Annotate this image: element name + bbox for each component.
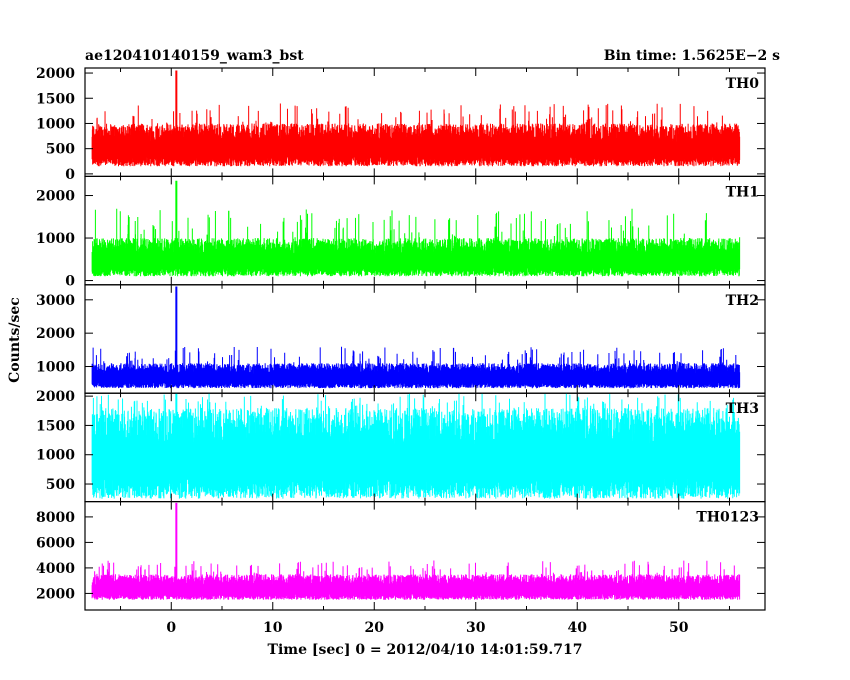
y-tick-label: 2000 bbox=[36, 389, 75, 405]
y-tick-label: 500 bbox=[46, 142, 75, 158]
y-tick-label: 1500 bbox=[36, 418, 75, 434]
y-tick-label: 2000 bbox=[36, 586, 75, 602]
x-tick-label: 0 bbox=[166, 620, 176, 636]
y-tick-label: 0 bbox=[65, 274, 75, 290]
x-axis-label: Time [sec] 0 = 2012/04/10 14:01:59.717 bbox=[268, 642, 583, 658]
panel-label-th3: TH3 bbox=[726, 401, 759, 417]
y-tick-label: 0 bbox=[65, 167, 75, 183]
y-tick-label: 1000 bbox=[36, 448, 75, 464]
series-trace-th1 bbox=[91, 180, 741, 277]
x-tick-label: 30 bbox=[466, 620, 486, 636]
chart-title: ae120410140159_wam3_bst bbox=[85, 48, 304, 64]
y-tick-label: 2000 bbox=[36, 189, 75, 205]
y-tick-label: 8000 bbox=[36, 510, 75, 526]
y-axis-label: Counts/sec bbox=[7, 297, 23, 383]
y-tick-label: 2000 bbox=[36, 66, 75, 82]
y-tick-label: 4000 bbox=[36, 561, 75, 577]
panel-label-th0123: TH0123 bbox=[696, 510, 759, 526]
y-tick-label: 6000 bbox=[36, 535, 75, 551]
y-tick-label: 500 bbox=[46, 477, 75, 493]
x-tick-label: 40 bbox=[567, 620, 587, 636]
y-tick-label: 1000 bbox=[36, 231, 75, 247]
y-tick-label: 1000 bbox=[36, 360, 75, 376]
y-tick-label: 1000 bbox=[36, 116, 75, 132]
panel-label-th2: TH2 bbox=[726, 293, 759, 309]
series-trace-th3 bbox=[91, 393, 741, 499]
series-trace-th0123 bbox=[91, 502, 741, 600]
series-trace-th0 bbox=[91, 70, 741, 167]
y-tick-label: 1500 bbox=[36, 91, 75, 107]
bin-time-label: Bin time: 1.5625E−2 s bbox=[604, 48, 780, 64]
x-tick-label: 20 bbox=[365, 620, 385, 636]
y-tick-label: 2000 bbox=[36, 326, 75, 342]
x-tick-label: 50 bbox=[669, 620, 689, 636]
y-tick-label: 3000 bbox=[36, 293, 75, 309]
panel-label-th0: TH0 bbox=[726, 76, 760, 92]
series-trace-th2 bbox=[91, 286, 741, 389]
panel-label-th1: TH1 bbox=[726, 184, 759, 200]
x-tick-label: 10 bbox=[263, 620, 283, 636]
